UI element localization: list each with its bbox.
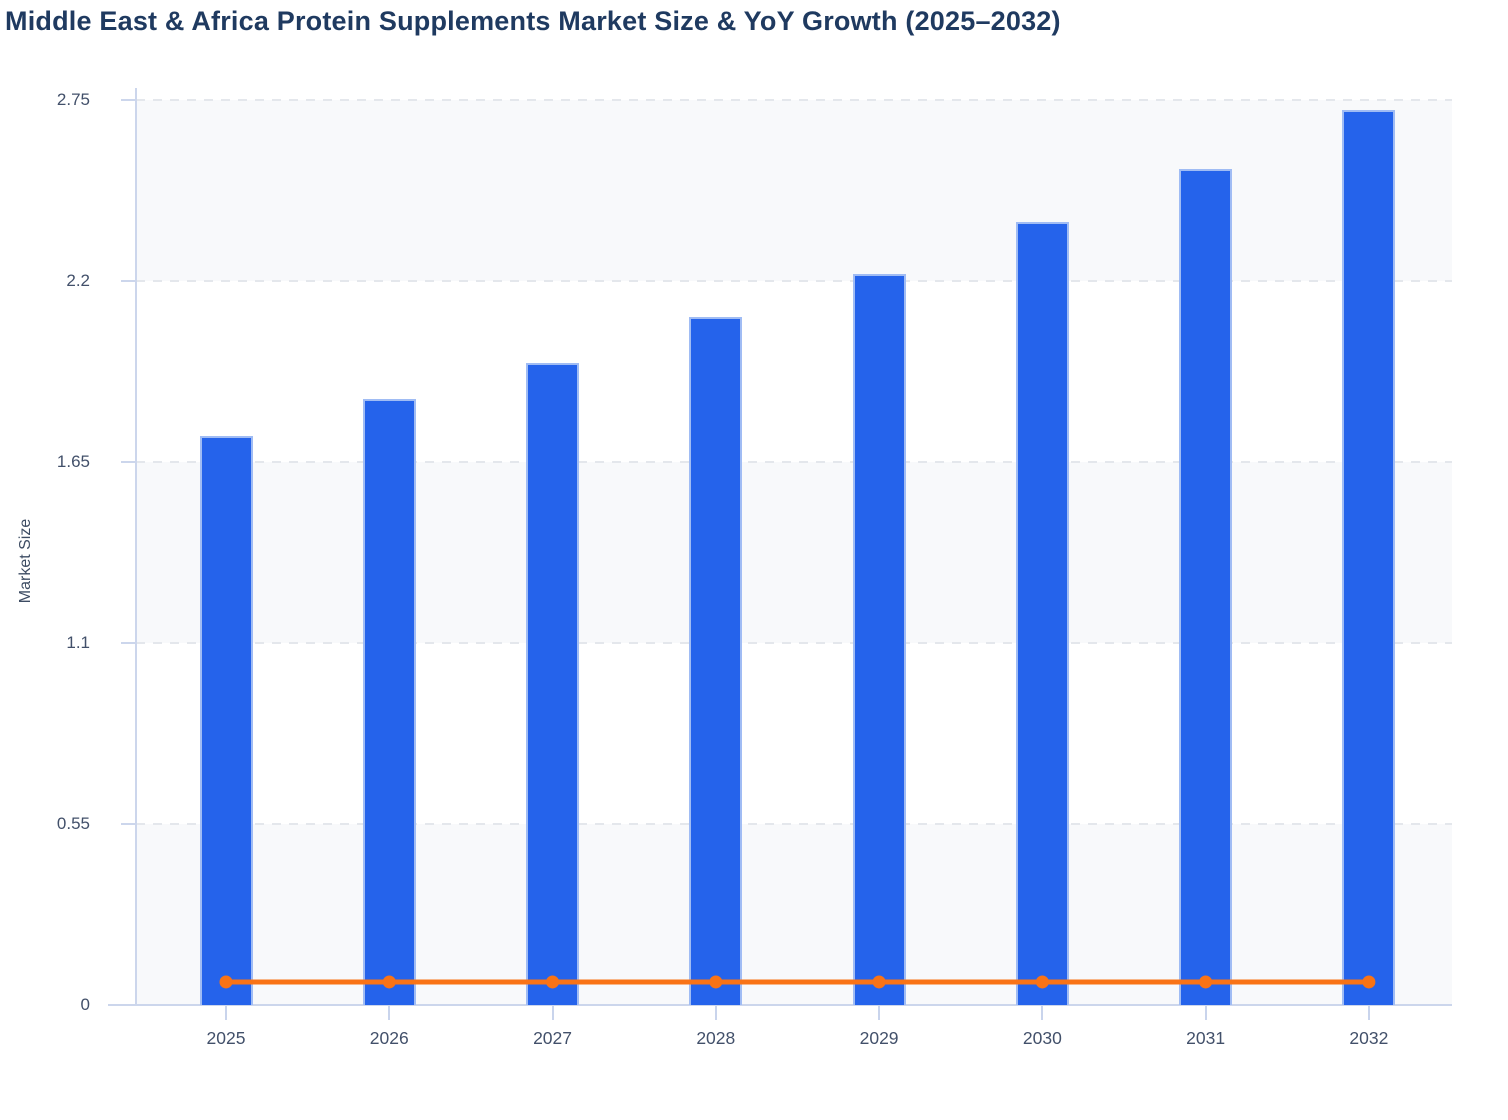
y-tick bbox=[121, 823, 135, 825]
y-tick-label-0.55: 0.55 bbox=[56, 814, 90, 833]
bar-2028[interactable] bbox=[689, 317, 743, 1005]
x-tick bbox=[1204, 1006, 1207, 1020]
x-tick-label-2029: 2029 bbox=[859, 1028, 899, 1048]
chart-title: Middle East & Africa Protein Supplements… bbox=[5, 6, 1061, 36]
x-tick bbox=[1367, 1006, 1370, 1020]
plot-band bbox=[136, 462, 1452, 643]
x-tick bbox=[714, 1006, 717, 1020]
bar-2026[interactable] bbox=[362, 399, 416, 1005]
x-axis-line bbox=[108, 1004, 1452, 1006]
yoy-marker-2031[interactable] bbox=[1199, 975, 1213, 989]
yoy-marker-2025[interactable] bbox=[219, 975, 233, 989]
yoy-marker-2030[interactable] bbox=[1035, 975, 1049, 989]
gridline bbox=[136, 280, 1452, 282]
yoy-growth-line bbox=[219, 975, 1376, 989]
y-axis-line bbox=[135, 88, 137, 1006]
gridline bbox=[136, 461, 1452, 463]
x-tick-label-2032: 2032 bbox=[1349, 1028, 1389, 1048]
y-tick bbox=[121, 1004, 135, 1006]
y-tick-label-0: 0 bbox=[80, 995, 90, 1014]
yoy-marker-2027[interactable] bbox=[546, 975, 560, 989]
yoy-marker-2032[interactable] bbox=[1362, 975, 1376, 989]
gridline bbox=[136, 642, 1452, 644]
y-tick-label-2.75: 2.75 bbox=[56, 90, 90, 109]
plot-band bbox=[136, 281, 1452, 462]
y-tick bbox=[121, 99, 135, 101]
y-axis-title: Market Size bbox=[17, 518, 34, 604]
gridline bbox=[136, 99, 1452, 101]
plot-area bbox=[108, 88, 1452, 1020]
yoy-marker-2028[interactable] bbox=[709, 975, 723, 989]
y-tick bbox=[121, 461, 135, 463]
plot-band bbox=[136, 643, 1452, 824]
plot-band bbox=[136, 100, 1452, 281]
y-tick bbox=[121, 280, 135, 282]
bar-2031[interactable] bbox=[1179, 169, 1233, 1005]
x-tick-label-2030: 2030 bbox=[1022, 1028, 1062, 1048]
yoy-marker-2029[interactable] bbox=[872, 975, 886, 989]
x-tick bbox=[551, 1006, 554, 1020]
plot-band bbox=[136, 824, 1452, 1005]
x-tick-label-2027: 2027 bbox=[533, 1028, 572, 1048]
x-tick-label-2031: 2031 bbox=[1186, 1028, 1226, 1048]
y-tick bbox=[121, 642, 135, 644]
bar-2027[interactable] bbox=[526, 363, 580, 1005]
x-tick-label-2025: 2025 bbox=[206, 1028, 246, 1048]
x-tick-label-2026: 2026 bbox=[369, 1028, 409, 1048]
y-tick-label-1.65: 1.65 bbox=[56, 452, 90, 471]
bar-2032[interactable] bbox=[1342, 109, 1396, 1005]
x-tick bbox=[1041, 1006, 1044, 1020]
x-tick-label-2028: 2028 bbox=[696, 1028, 736, 1048]
gridline bbox=[136, 823, 1452, 825]
bar-2025[interactable] bbox=[199, 435, 253, 1005]
yoy-marker-2026[interactable] bbox=[382, 975, 396, 989]
y-tick-label-2.2: 2.2 bbox=[66, 271, 90, 290]
bar-2030[interactable] bbox=[1015, 221, 1069, 1005]
x-tick bbox=[225, 1006, 227, 1020]
y-tick-label-1.1: 1.1 bbox=[66, 633, 90, 652]
x-tick bbox=[388, 1006, 391, 1020]
x-tick bbox=[878, 1006, 881, 1020]
bar-2029[interactable] bbox=[852, 274, 906, 1005]
